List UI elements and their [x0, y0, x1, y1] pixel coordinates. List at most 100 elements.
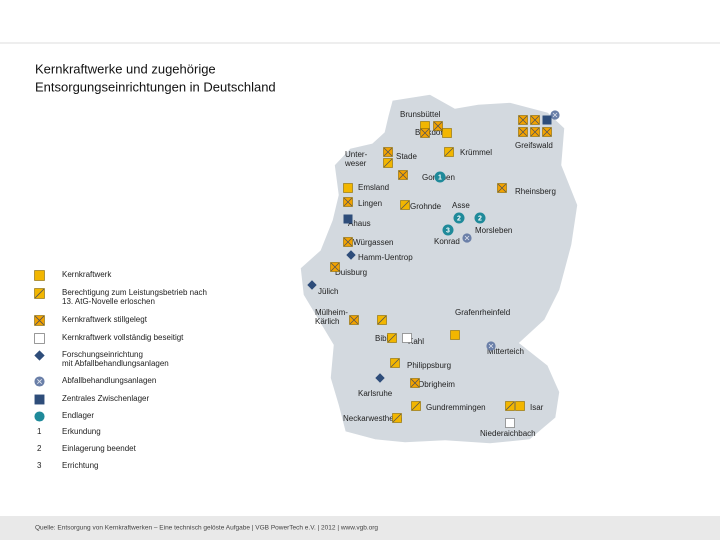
site-label: Stade — [396, 152, 417, 161]
map-marker — [392, 413, 402, 423]
map-marker — [34, 411, 45, 422]
map-marker — [505, 418, 515, 428]
site-label: Niederaichbach — [480, 429, 536, 438]
site-label: Unter- — [345, 150, 368, 159]
site-label: Krümmel — [460, 148, 492, 157]
map-marker — [515, 401, 525, 411]
map-marker — [462, 233, 472, 243]
site-label: Grohnde — [410, 202, 442, 211]
map-marker — [410, 378, 420, 388]
site-label: Würgassen — [353, 238, 393, 247]
site-label: Emsland — [358, 183, 389, 192]
legend-label: Endlager — [62, 411, 94, 420]
map-marker — [530, 127, 540, 137]
map-marker — [542, 127, 552, 137]
stage-number: 1 — [438, 174, 442, 181]
map-marker — [343, 214, 353, 224]
map-marker — [433, 121, 443, 131]
map-marker — [34, 333, 45, 344]
map-marker — [343, 237, 353, 247]
legend-number: 1 — [37, 427, 42, 436]
site-label: Grafenrheinfeld — [455, 308, 510, 317]
stage-marker — [453, 212, 465, 224]
legend-label: Forschungseinrichtung — [62, 350, 143, 359]
map-marker — [518, 127, 528, 137]
map-marker — [442, 128, 452, 138]
site-label: Asse — [452, 201, 470, 210]
site-label: Mülheim- — [315, 308, 348, 317]
stage-number: 3 — [446, 227, 450, 234]
legend-number: 2 — [37, 444, 42, 453]
map-marker — [330, 262, 340, 272]
site-label: Brunsbüttel — [400, 110, 441, 119]
site-label: Philippsburg — [407, 361, 451, 370]
stage-number: 2 — [478, 215, 482, 222]
site-label: weser — [344, 159, 367, 168]
site-label: Brokdorf — [415, 128, 446, 137]
title: Kernkraftwerke und zugehörige — [35, 61, 216, 76]
site-label: Neckarwestheim — [343, 414, 402, 423]
map-marker — [377, 315, 387, 325]
map-marker — [349, 315, 359, 325]
map-marker — [34, 350, 45, 361]
site-label: Ahaus — [348, 219, 371, 228]
map-marker — [444, 147, 454, 157]
map-marker — [343, 197, 353, 207]
legend-number: 3 — [37, 461, 42, 470]
site-label: Duisburg — [335, 268, 367, 277]
legend-label: Einlagerung beendet — [62, 444, 137, 453]
map-marker — [402, 333, 412, 343]
map-marker — [411, 401, 421, 411]
site-label: Gundremmingen — [426, 403, 486, 412]
site-label: Isar — [530, 403, 544, 412]
site-label: Obrigheim — [418, 380, 455, 389]
legend-label: Berechtigung zum Leistungsbetrieb nach — [62, 288, 207, 297]
map-marker — [343, 183, 353, 193]
map-marker — [34, 270, 45, 281]
map-marker — [505, 401, 515, 411]
site-label: Rheinsberg — [515, 187, 556, 196]
map-marker — [530, 115, 540, 125]
map-marker — [497, 183, 507, 193]
legend-label: Kernkraftwerk stillgelegt — [62, 315, 148, 324]
map-marker — [34, 315, 45, 326]
map-marker — [400, 200, 410, 210]
legend-label: Zentrales Zwischenlager — [62, 394, 149, 403]
map-marker — [34, 394, 45, 405]
site-label: Lingen — [358, 199, 382, 208]
header-band — [0, 0, 720, 42]
stage-number: 2 — [457, 215, 461, 222]
site-label: Morsleben — [475, 226, 512, 235]
source: Quelle: Entsorgung von Kernkraftwerken –… — [35, 525, 378, 532]
site-label: Kahl — [408, 337, 424, 346]
site-label: Mitterteich — [487, 347, 524, 356]
footer-band — [0, 516, 720, 540]
site-label: Jülich — [318, 287, 338, 296]
map-marker — [387, 333, 397, 343]
legend-label: 13. AtG-Novelle erloschen — [62, 297, 155, 306]
legend-label: Kernkraftwerk vollständig beseitigt — [62, 333, 184, 342]
legend-label: Errichtung — [62, 461, 98, 470]
map-marker — [383, 158, 393, 168]
legend-label: Erkundung — [62, 427, 101, 436]
map-marker — [383, 147, 393, 157]
stage-marker — [474, 212, 486, 224]
site-label: Karlsruhe — [358, 389, 393, 398]
site-label: Biblis — [375, 334, 394, 343]
map-marker — [542, 115, 552, 125]
stage-marker — [434, 171, 446, 183]
site-label: Hamm-Uentrop — [358, 253, 413, 262]
title: Entsorgungseinrichtungen in Deutschland — [35, 79, 276, 94]
map-marker — [486, 341, 496, 351]
site-label: Kärlich — [315, 317, 339, 326]
map-marker — [518, 115, 528, 125]
legend-label: mit Abfallbehandlungsanlagen — [62, 359, 169, 368]
germany-outline — [299, 93, 579, 445]
map-marker — [450, 330, 460, 340]
map-marker — [34, 288, 45, 299]
map-marker — [420, 128, 430, 138]
map-marker — [398, 170, 408, 180]
site-label: Greifswald — [515, 141, 553, 150]
legend-label: Abfallbehandlungsanlagen — [62, 376, 156, 385]
